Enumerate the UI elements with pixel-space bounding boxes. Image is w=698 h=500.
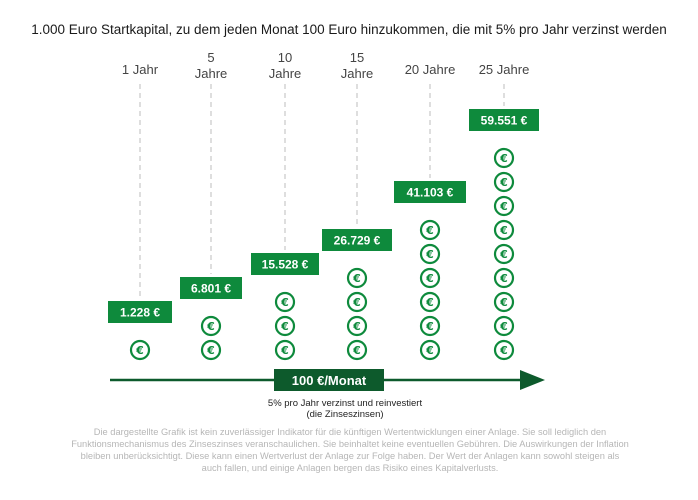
euro-coin-icon: € <box>200 315 222 337</box>
monthly-deposit-badge <box>274 369 384 391</box>
euro-coin-icon: € <box>346 267 368 289</box>
svg-text:€: € <box>499 152 508 165</box>
svg-text:€: € <box>206 320 215 333</box>
interest-note-line2: (die Zinseszinsen) <box>306 409 384 420</box>
euro-coin-icon: € <box>419 315 441 337</box>
svg-text:€: € <box>425 272 434 285</box>
svg-text:€: € <box>425 248 434 261</box>
year-label: Jahre <box>195 66 228 81</box>
euro-coin-icon: € <box>419 339 441 361</box>
svg-text:€: € <box>280 296 289 309</box>
svg-text:€: € <box>425 320 434 333</box>
euro-coin-icon: € <box>493 195 515 217</box>
svg-text:€: € <box>352 272 361 285</box>
svg-text:€: € <box>280 344 289 357</box>
svg-text:€: € <box>499 200 508 213</box>
svg-text:€: € <box>499 296 508 309</box>
euro-coin-icon: € <box>493 267 515 289</box>
year-label: 20 Jahre <box>405 62 456 77</box>
euro-coin-icon: € <box>493 171 515 193</box>
euro-coin-icon: € <box>274 291 296 313</box>
euro-coin-icon: € <box>346 315 368 337</box>
year-label: 5 <box>207 50 214 65</box>
euro-coin-icon: € <box>346 339 368 361</box>
svg-text:€: € <box>425 344 434 357</box>
value-box <box>108 301 172 323</box>
value-label: 59.551 € <box>481 114 528 128</box>
svg-text:€: € <box>425 224 434 237</box>
value-label: 1.228 € <box>120 306 160 320</box>
euro-coin-icon: € <box>419 219 441 241</box>
svg-text:€: € <box>499 344 508 357</box>
year-label: 25 Jahre <box>479 62 530 77</box>
interest-note-line1: 5% pro Jahr verzinst und reinvestiert <box>267 398 423 409</box>
svg-text:€: € <box>352 344 361 357</box>
svg-text:€: € <box>425 296 434 309</box>
euro-coin-icon: € <box>493 315 515 337</box>
interest-note: 5% pro Jahr verzinst und reinvestiert (d… <box>180 398 510 420</box>
euro-coin-icon: € <box>493 243 515 265</box>
chart-title: 1.000 Euro Startkapital, zu dem jeden Mo… <box>31 22 667 37</box>
value-box <box>180 277 242 299</box>
euro-coin-icon: € <box>419 267 441 289</box>
euro-coin-icon: € <box>129 339 151 361</box>
euro-coin-icon: € <box>274 339 296 361</box>
svg-text:€: € <box>352 296 361 309</box>
value-box <box>251 253 319 275</box>
euro-coin-icon: € <box>346 291 368 313</box>
svg-text:€: € <box>499 272 508 285</box>
svg-text:€: € <box>352 320 361 333</box>
year-label: 1 Jahr <box>122 62 159 77</box>
year-label: Jahre <box>341 66 374 81</box>
value-label: 41.103 € <box>407 186 454 200</box>
svg-text:€: € <box>499 176 508 189</box>
svg-text:€: € <box>135 344 144 357</box>
monthly-deposit-label: 100 €/Monat <box>292 373 367 388</box>
value-box <box>394 181 466 203</box>
euro-coin-icon: € <box>493 147 515 169</box>
euro-coin-icon: € <box>200 339 222 361</box>
svg-text:€: € <box>280 320 289 333</box>
euro-coin-icon: € <box>493 339 515 361</box>
svg-text:€: € <box>499 224 508 237</box>
svg-text:€: € <box>206 344 215 357</box>
value-label: 15.528 € <box>262 258 309 272</box>
euro-coin-icon: € <box>493 291 515 313</box>
euro-coin-icon: € <box>419 243 441 265</box>
svg-text:€: € <box>499 320 508 333</box>
year-label: 15 <box>350 50 364 65</box>
value-box <box>322 229 392 251</box>
year-label: 10 <box>278 50 292 65</box>
value-label: 6.801 € <box>191 282 231 296</box>
euro-coin-icon: € <box>419 291 441 313</box>
value-box <box>469 109 539 131</box>
euro-coin-icon: € <box>274 315 296 337</box>
value-label: 26.729 € <box>334 234 381 248</box>
svg-text:€: € <box>499 248 508 261</box>
disclaimer-text: Die dargestellte Grafik ist kein zuverlä… <box>71 427 629 473</box>
euro-coin-icon: € <box>493 219 515 241</box>
year-label: Jahre <box>269 66 302 81</box>
